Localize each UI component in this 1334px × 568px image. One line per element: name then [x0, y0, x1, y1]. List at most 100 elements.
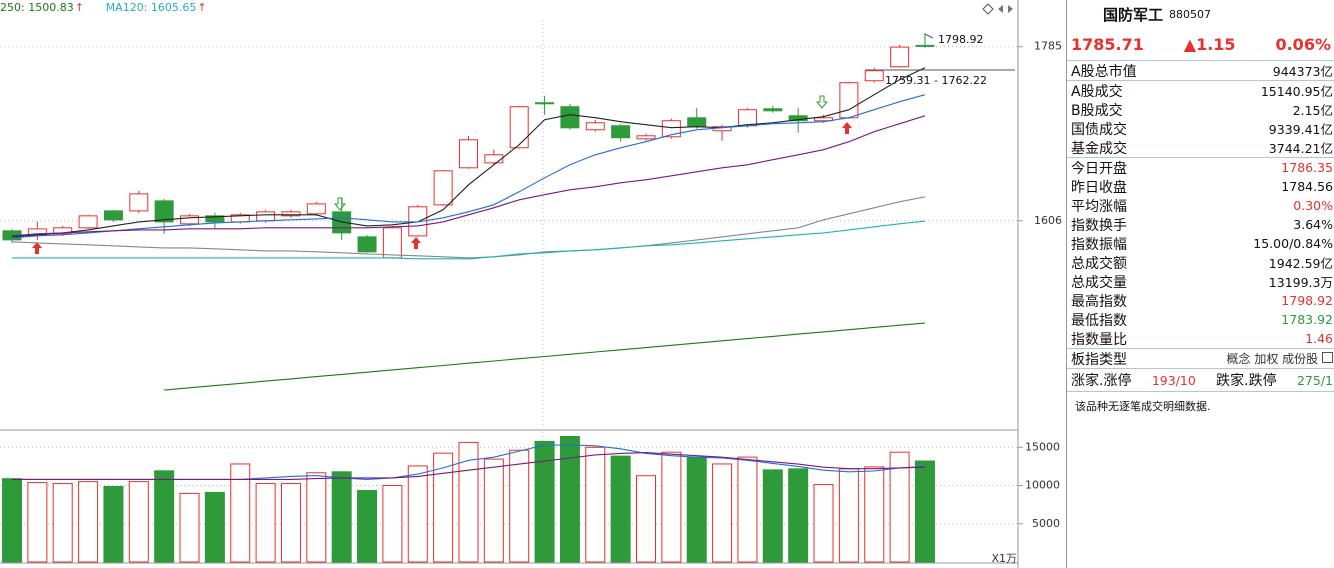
- stat-row: 指数换手 3.64%: [1067, 215, 1334, 234]
- volume-bar: [585, 446, 606, 563]
- stats: A股总市值 944373亿 A股成交 15140.95亿 B股成交 2.15亿 国债成交 93…: [1067, 61, 1334, 349]
- candle-body: [281, 211, 301, 217]
- volume-bar: [864, 466, 885, 563]
- breadth: 涨家.涨停 193/10 跌家.跌停 275/1: [1067, 369, 1334, 392]
- value: 944373亿: [1272, 64, 1333, 79]
- candle-body: [560, 106, 580, 129]
- candle-body: [256, 211, 276, 222]
- pct: 0.06%: [1275, 34, 1331, 54]
- volume-bar: [712, 463, 733, 563]
- candle-body: [129, 193, 149, 212]
- candle-body: [915, 44, 935, 47]
- option[interactable]: 概念: [1226, 352, 1251, 366]
- volume-bar: [458, 441, 479, 563]
- stat-row: 国债成交 9339.41亿: [1067, 119, 1334, 138]
- volume-bar: [661, 451, 682, 563]
- volume-bar: [433, 452, 454, 563]
- stat-row: 昨日收盘 1784.56: [1067, 177, 1334, 196]
- index-code: 880507: [1169, 7, 1212, 21]
- candle-body: [458, 139, 478, 169]
- annotation: 1759.31 - 1762.22: [885, 74, 987, 87]
- chart: 1798.92 1759.31 - 1762.22 X1万 1606 1785 25…: [0, 0, 1062, 568]
- stat-row: 平均涨幅 0.30%: [1067, 196, 1334, 215]
- value: 15.00/0.84%: [1253, 236, 1333, 251]
- stat-row: 今日开盘 1786.35: [1067, 158, 1334, 177]
- stat-row: 最低指数 1783.92: [1067, 310, 1334, 329]
- value: 1786.35: [1281, 160, 1333, 175]
- label: 总成交量: [1071, 274, 1127, 291]
- candle-body: [585, 122, 605, 131]
- grid-icon[interactable]: [1322, 352, 1333, 363]
- volume-bar: [762, 469, 783, 563]
- label: 国债成交: [1071, 121, 1127, 138]
- candle-body: [763, 108, 783, 112]
- label: 昨日收盘: [1071, 179, 1127, 196]
- annotation-pointer: [924, 33, 934, 44]
- candle-body: [687, 117, 707, 128]
- option[interactable]: 成份股: [1282, 352, 1319, 366]
- candle-body: [205, 215, 225, 223]
- value: 1783.92: [1281, 312, 1333, 327]
- annotation: 1798.92: [938, 33, 984, 46]
- buy-arrow: [32, 242, 42, 254]
- note: 该品种无逐笔成交明细数据.: [1075, 400, 1211, 413]
- unit-label: X1万: [991, 552, 1017, 565]
- volume-bar: [2, 478, 22, 563]
- y-tick-label: 1606: [1034, 214, 1062, 227]
- sell-arrow: [333, 197, 347, 211]
- stat-row: 基金成交 3744.21亿: [1067, 138, 1334, 158]
- label: 总成交额: [1071, 255, 1127, 272]
- label: 今日开盘: [1071, 160, 1127, 177]
- volume-bar: [280, 483, 301, 563]
- volume-bar: [103, 486, 124, 563]
- volume-bar: [838, 468, 859, 563]
- candle-body: [306, 203, 326, 215]
- value: 1784.56: [1281, 179, 1333, 194]
- info-panel: 国防军工 880507 1785.71 ▲1.15 0.06% A股总市值 944373…: [1066, 0, 1334, 568]
- volume-bar: [78, 481, 99, 563]
- sell-arrow: [815, 95, 829, 109]
- stat-row: A股总市值 944373亿: [1067, 61, 1334, 81]
- stat-row: B股成交 2.15亿: [1067, 100, 1334, 119]
- volume-bar: [331, 471, 352, 563]
- label: B股成交: [1071, 102, 1123, 119]
- label: 涨家.涨停: [1071, 373, 1132, 389]
- value: 15140.95亿: [1260, 84, 1333, 99]
- volume-bar: [382, 485, 403, 563]
- volume-bar: [636, 475, 656, 563]
- volume-bar: [407, 465, 428, 563]
- volume-bar: [204, 491, 225, 563]
- value: 3.64%: [1293, 217, 1333, 232]
- label: 基金成交: [1071, 140, 1127, 157]
- change: ▲1.15: [1183, 34, 1236, 54]
- icon[interactable]: [998, 5, 1003, 13]
- label: 跌家.跌停: [1216, 373, 1277, 389]
- ma-line: [164, 322, 926, 391]
- volume-bar: [357, 489, 378, 563]
- volume-bar: [686, 456, 707, 563]
- label: 板指类型: [1071, 351, 1127, 368]
- ma-line: [12, 452, 926, 480]
- volume-bar: [559, 436, 580, 563]
- volume-bar: [179, 492, 200, 563]
- option[interactable]: 加权: [1254, 352, 1279, 366]
- buy-arrow: [411, 237, 421, 249]
- ma-line: [11, 94, 926, 239]
- candle-body: [154, 200, 174, 223]
- buy-arrow: [842, 122, 852, 134]
- y-tick-label: 10000: [1025, 479, 1060, 492]
- volume-bar: [52, 483, 73, 563]
- icon[interactable]: [982, 3, 994, 15]
- candle-body: [839, 82, 859, 119]
- volume-bar: [128, 481, 149, 563]
- icon[interactable]: [1008, 5, 1013, 13]
- stat-row: 指数振幅 15.00/0.84%: [1067, 234, 1334, 253]
- candle-body: [357, 236, 377, 253]
- candle-body: [180, 215, 200, 225]
- candle-body: [509, 106, 529, 149]
- legend-mark: ↑: [75, 1, 84, 14]
- volume-bar: [306, 472, 327, 563]
- value: 3744.21亿: [1268, 141, 1333, 156]
- ma-line: [11, 67, 926, 238]
